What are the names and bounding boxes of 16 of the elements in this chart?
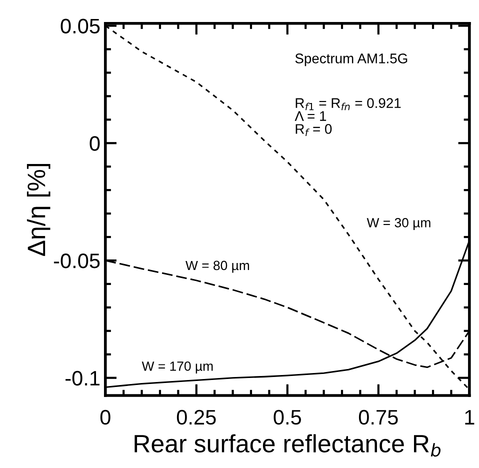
x-tick-label: 0.75 [358, 410, 398, 425]
y-axis-title: Δη/η [%] [26, 164, 50, 256]
x-tick-label: 0.5 [274, 410, 302, 425]
series-label: W = 30 µm [366, 218, 430, 230]
y-tick-label: -0.05 [54, 253, 100, 268]
series-label: W = 80 µm [186, 260, 250, 273]
text: R$_{f1}$ = R$_{fn}$ = 0.921 Λ = 1 R$_{f}$ = 0 [294, 98, 401, 136]
annotation: Spectrum AM1.5G [295, 54, 408, 66]
series-label: W = 170 µm [142, 361, 213, 374]
y-tick-label: -0.1 [66, 370, 100, 386]
x-axis-title: Rear surface reflectance R$_{b}$ [134, 434, 441, 457]
x-tick-label: 0 [100, 410, 110, 425]
y-tick-label: 0.05 [60, 18, 100, 34]
x-tick-label: 0.25 [176, 410, 216, 425]
x-tick-label: 1 [465, 410, 474, 424]
y-tick-label: 0 [90, 136, 100, 151]
